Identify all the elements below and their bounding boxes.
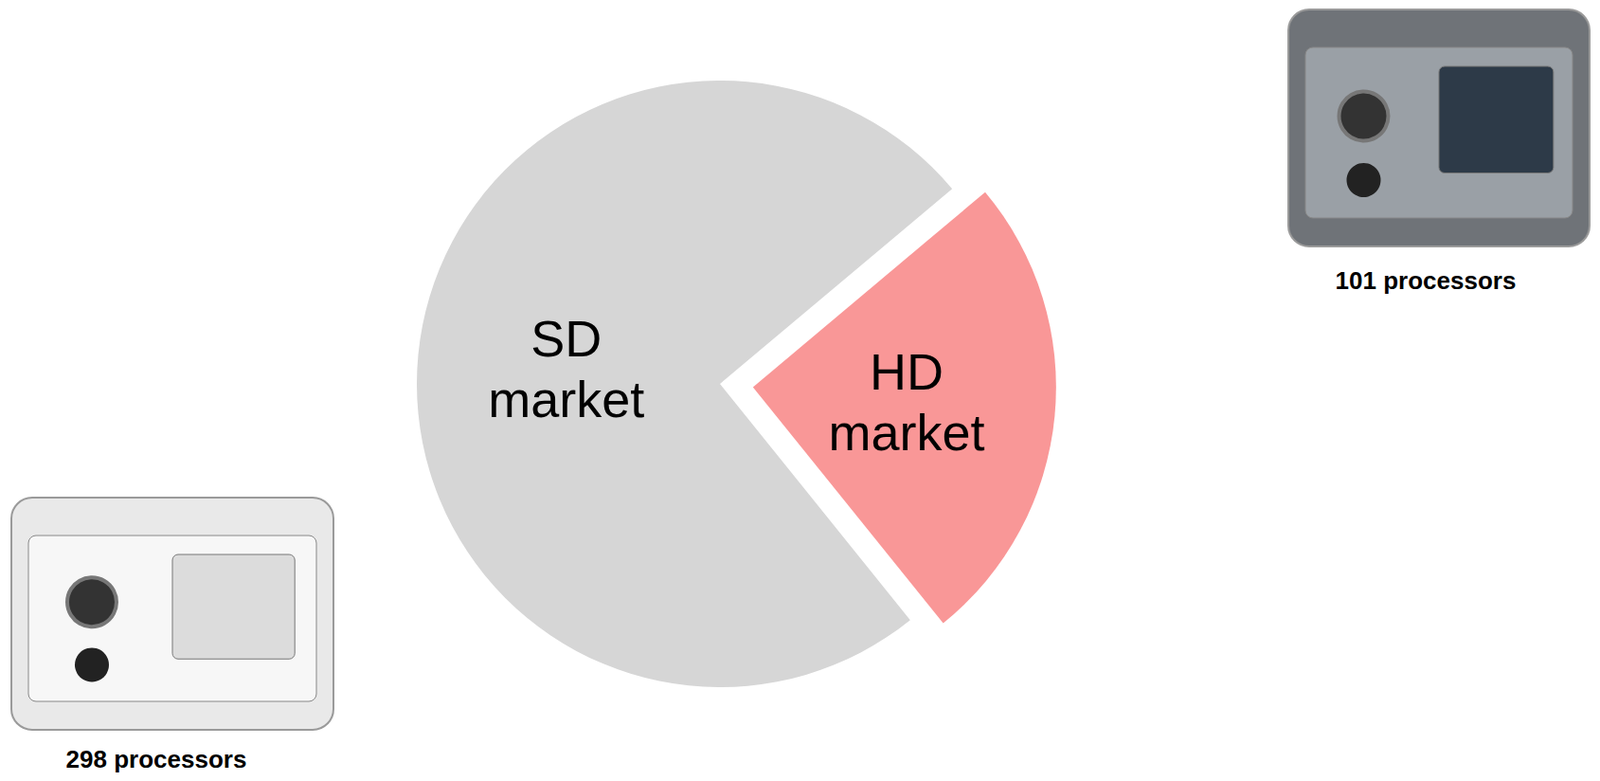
svg-text:HD: HD [869, 342, 944, 400]
svg-text:101 processors: 101 processors [1335, 266, 1517, 295]
svg-text:market: market [828, 403, 986, 461]
svg-text:market: market [487, 370, 645, 428]
svg-text:SD: SD [530, 309, 602, 367]
svg-text:298 processors: 298 processors [66, 744, 248, 774]
